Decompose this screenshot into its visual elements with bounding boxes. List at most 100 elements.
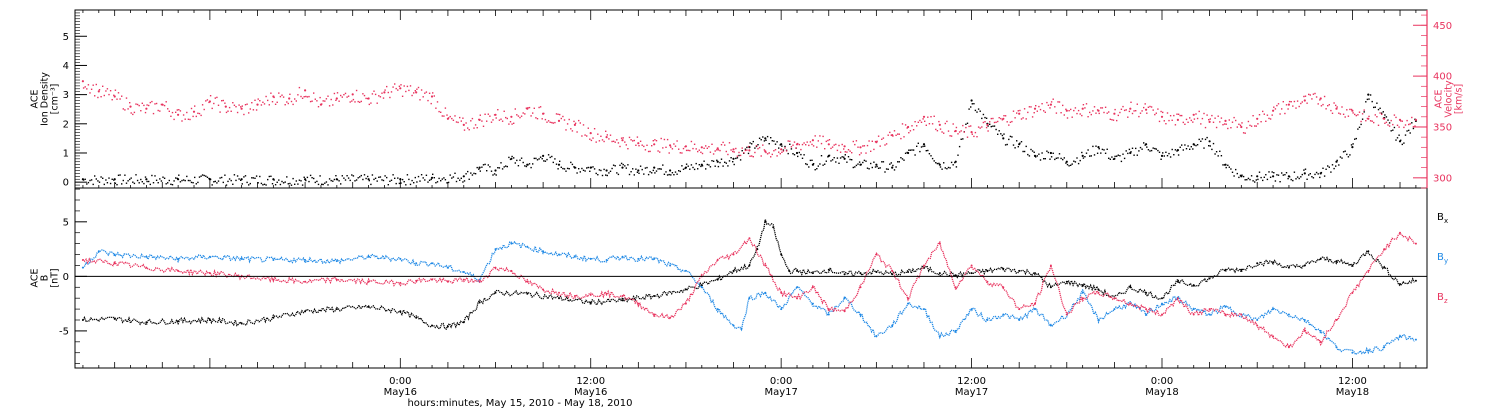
- density-point: [566, 167, 569, 170]
- velocity-point: [1182, 121, 1184, 124]
- b-data-point-by: [526, 245, 529, 248]
- density-point: [751, 143, 753, 145]
- velocity-point: [819, 135, 821, 137]
- b-data-point-bx: [1240, 268, 1243, 271]
- velocity-point: [86, 88, 88, 90]
- velocity-point: [950, 135, 953, 137]
- velocity-point: [1255, 125, 1257, 127]
- density-point: [1331, 164, 1334, 166]
- velocity-point: [931, 123, 934, 125]
- density-point: [543, 160, 545, 162]
- velocity-point: [357, 100, 359, 103]
- velocity-point: [1141, 110, 1143, 112]
- velocity-point: [852, 140, 854, 143]
- density-point: [493, 173, 496, 175]
- density-point: [616, 172, 618, 174]
- velocity-point: [751, 155, 753, 157]
- velocity-point: [94, 95, 96, 97]
- b-data-point-bz: [494, 266, 497, 269]
- velocity-point: [311, 100, 313, 102]
- velocity-point: [849, 150, 851, 152]
- b-data-point-by: [1287, 313, 1290, 316]
- velocity-point: [289, 93, 291, 95]
- density-point: [343, 177, 345, 179]
- density-point: [708, 164, 710, 166]
- density-point: [809, 159, 812, 162]
- b-data-point-by: [558, 253, 560, 256]
- b-data-point-bx: [208, 319, 211, 321]
- density-point: [547, 154, 550, 156]
- velocity-point: [965, 126, 967, 129]
- velocity-point: [843, 148, 845, 150]
- velocity-point: [192, 115, 194, 118]
- velocity-point: [470, 120, 472, 122]
- density-point: [684, 167, 686, 170]
- density-data-point: [510, 157, 513, 160]
- density-point: [194, 176, 196, 179]
- velocity-point: [295, 100, 297, 102]
- density-point: [928, 153, 931, 155]
- density-data-point: [859, 163, 862, 166]
- density-point: [482, 164, 485, 166]
- density-point: [578, 168, 580, 170]
- density-point: [316, 180, 318, 183]
- b-data-point-bx: [415, 316, 418, 319]
- density-point: [460, 177, 462, 179]
- b-data-point-bz: [510, 269, 513, 272]
- velocity-data-point: [1097, 109, 1100, 112]
- density-point: [628, 173, 631, 176]
- density-point: [376, 180, 378, 182]
- velocity-data-point: [192, 110, 196, 113]
- density-point: [757, 144, 759, 146]
- density-point: [1398, 134, 1400, 136]
- velocity-point: [912, 129, 915, 131]
- density-point: [1100, 152, 1102, 154]
- velocity-point: [1114, 108, 1116, 111]
- velocity-data-point: [446, 117, 449, 120]
- velocity-point: [812, 145, 815, 147]
- density-data-point: [1129, 151, 1132, 155]
- velocity-point: [570, 128, 572, 130]
- velocity-point: [378, 95, 380, 97]
- density-point: [227, 180, 229, 183]
- b-data-point-bx: [1034, 272, 1036, 275]
- b-data-point-bz: [796, 297, 798, 300]
- density-point: [1215, 151, 1218, 153]
- velocity-point: [904, 124, 907, 126]
- velocity-point: [727, 153, 729, 156]
- density-data-point: [938, 163, 941, 166]
- density-point: [889, 163, 891, 165]
- velocity-tick-label: 400: [1433, 72, 1452, 83]
- b-series-bx: [81, 219, 1417, 331]
- b-axis-label-line: B: [40, 275, 51, 282]
- velocity-point: [1036, 110, 1038, 112]
- velocity-point: [1208, 119, 1210, 121]
- velocity-point: [1247, 120, 1250, 123]
- velocity-point: [205, 100, 207, 102]
- velocity-point: [652, 140, 654, 142]
- velocity-point: [379, 96, 382, 98]
- density-data-point: [557, 163, 561, 166]
- density-point: [1154, 147, 1156, 150]
- density-point: [206, 176, 209, 178]
- density-point: [539, 156, 542, 158]
- density-point: [1401, 143, 1403, 146]
- density-point: [408, 178, 410, 181]
- velocity-point: [351, 100, 353, 102]
- velocity-point: [947, 130, 950, 132]
- density-point: [1230, 168, 1232, 170]
- density-point: [1293, 171, 1296, 173]
- b-data-point-bz: [780, 291, 783, 294]
- velocity-point: [1206, 114, 1208, 116]
- velocity-point: [889, 131, 891, 134]
- b-data-point-bx: [335, 308, 338, 311]
- velocity-point: [146, 104, 148, 106]
- b-data-point-by: [938, 335, 941, 338]
- velocity-point: [1038, 105, 1040, 108]
- velocity-point: [801, 143, 804, 146]
- density-point: [935, 162, 937, 164]
- density-point: [643, 173, 645, 175]
- density-data-point: [542, 154, 545, 157]
- velocity-point: [532, 112, 534, 114]
- density-data-point: [827, 154, 830, 157]
